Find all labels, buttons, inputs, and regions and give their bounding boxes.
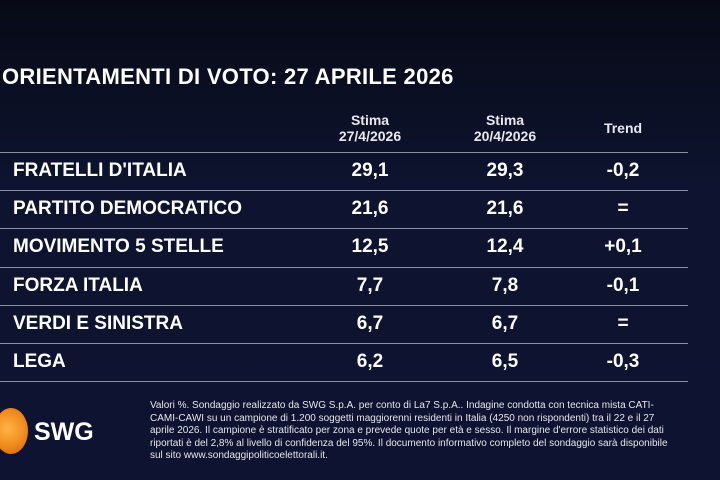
cell-value: 29,1 xyxy=(351,160,389,181)
party-name: LEGA xyxy=(13,351,66,372)
cell-value: 7,7 xyxy=(356,274,384,296)
cell-value: = xyxy=(617,198,629,220)
row-separator xyxy=(0,228,688,230)
header-line: 20/4/2026 xyxy=(473,128,537,144)
footnote-line: sul sito www.sondaggipoliticoelettorali.… xyxy=(150,450,328,461)
cell-value: -0,1 xyxy=(606,274,640,296)
row-separator xyxy=(0,304,688,306)
column-header: Stima 27/4/2026 xyxy=(310,112,430,144)
footnote-line: riportati è del 2,8% al livello di confi… xyxy=(150,437,668,449)
header-line: Stima xyxy=(485,112,525,128)
footnote-line: Valori %. Sondaggio realizzato da SWG S.… xyxy=(150,400,654,411)
header-line: 27/4/2026 xyxy=(338,128,402,144)
row-separator xyxy=(0,266,688,268)
party-name: VERDI E SINISTRA xyxy=(13,312,183,334)
cell-value: 6,7 xyxy=(356,312,384,334)
party-name: PARTITO DEMOCRATICO xyxy=(13,198,243,220)
row-separator xyxy=(0,190,688,192)
cell-value: 21,6 xyxy=(486,198,524,220)
cell-value: 6,2 xyxy=(356,351,384,372)
cell-value: 7,8 xyxy=(491,274,519,296)
cell-value: -0,2 xyxy=(606,160,640,181)
cell-value: 6,7 xyxy=(491,312,519,334)
row-separator xyxy=(0,152,688,153)
cell-value: +0,1 xyxy=(604,236,642,258)
logo-icon xyxy=(0,408,28,454)
title: ORIENTAMENTI DI VOTO: 27 APRILE 2026 xyxy=(2,64,454,89)
row-separator xyxy=(0,381,688,383)
footnote-line: aprile 2026. Il campione è stratificato … xyxy=(150,425,664,436)
header-line: Trend xyxy=(603,120,643,136)
row-separator xyxy=(0,343,688,344)
party-name: FRATELLI D'ITALIA xyxy=(13,160,187,181)
footnote-line: CAMI-CAWI su un campione di 1.200 sogget… xyxy=(150,412,655,424)
logo: SWG xyxy=(34,418,94,446)
party-name: MOVIMENTO 5 STELLE xyxy=(13,236,224,258)
cell-value: 29,3 xyxy=(486,160,524,181)
cell-value: = xyxy=(617,312,629,334)
cell-value: -0,3 xyxy=(606,351,640,372)
cell-value: 12,4 xyxy=(486,236,524,258)
party-name: FORZA ITALIA xyxy=(13,274,143,296)
header-line: Stima xyxy=(350,112,390,128)
column-header: Stima 20/4/2026 xyxy=(445,112,565,144)
column-header: Trend xyxy=(563,120,683,136)
footnote: Valori %. Sondaggio realizzato da SWG S.… xyxy=(150,400,668,463)
cell-value: 6,5 xyxy=(491,351,519,372)
cell-value: 12,5 xyxy=(351,236,389,258)
cell-value: 21,6 xyxy=(351,198,389,220)
